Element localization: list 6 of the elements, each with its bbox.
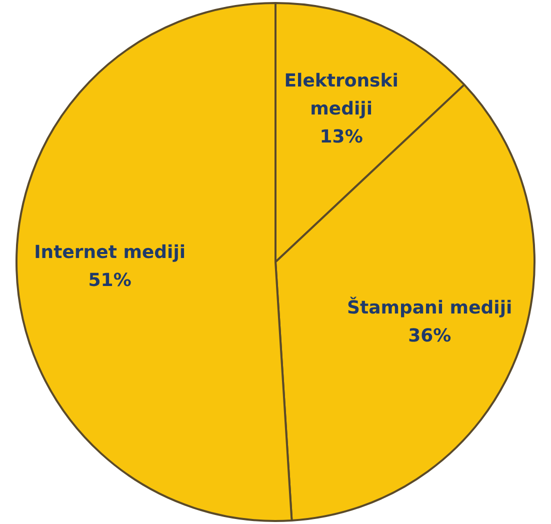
- data-label: 51%: [88, 270, 132, 291]
- slice-label: Internet mediji: [34, 242, 186, 263]
- slice-label: Štampani mediji: [347, 296, 512, 319]
- slice-label: Elektronski mediji: [284, 70, 398, 120]
- data-label: 13%: [320, 126, 363, 148]
- data-label: 36%: [408, 326, 452, 347]
